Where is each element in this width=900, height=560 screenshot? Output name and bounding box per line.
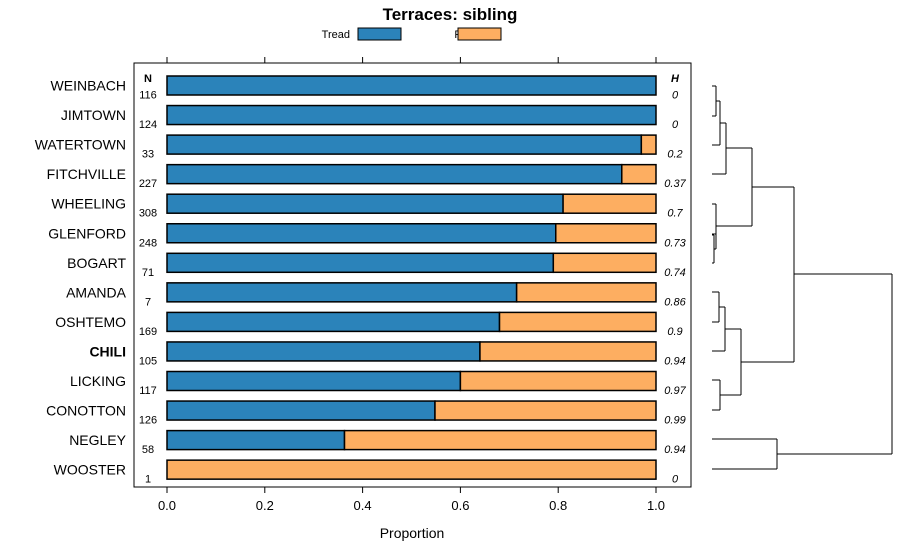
bar-tread: [166, 163, 623, 185]
bar-tread: [166, 252, 555, 274]
x-tick-label: 0.4: [354, 498, 372, 513]
bar-riser: [621, 163, 657, 185]
n-value: 117: [139, 385, 157, 397]
x-tick-label: 0.2: [256, 498, 274, 513]
category-label: BOGART: [67, 255, 126, 271]
bar-riser: [498, 311, 657, 333]
bar-tread: [166, 400, 436, 421]
bar-tread: [166, 75, 657, 96]
bar-tread: [166, 223, 557, 244]
x-axis: 0.0 0.2 0.4 0.6 0.8 1.0: [158, 57, 665, 513]
legend-label-tread: Tread: [322, 29, 350, 41]
category-label: LICKING: [70, 373, 126, 389]
bar-rows: WEINBACH 116 0 JIMTOWN 124 0 WATERTOWN 33 0.2 FIT…: [35, 75, 687, 486]
category-label: JIMTOWN: [61, 107, 126, 123]
x-tick-label: 1.0: [647, 498, 665, 513]
n-value: 58: [142, 444, 154, 456]
category-label: GLENFORD: [48, 225, 126, 241]
bar-riser: [479, 341, 657, 362]
x-tick-label: 0.6: [451, 498, 469, 513]
category-label: WHEELING: [51, 196, 126, 212]
bar-riser: [562, 193, 657, 214]
bar-riser: [555, 223, 657, 244]
n-value: 105: [139, 355, 157, 367]
h-value: 0.9: [667, 326, 682, 338]
category-label: CHILI: [89, 343, 126, 359]
bar-riser: [459, 370, 657, 392]
bar-riser: [343, 429, 657, 451]
bar-riser: [552, 252, 657, 274]
bar-tread: [166, 134, 643, 155]
h-value: 0.97: [664, 385, 686, 397]
bar-tread: [166, 193, 564, 214]
category-label: AMANDA: [66, 284, 127, 300]
h-value: 0.94: [664, 444, 685, 456]
h-value: 0.86: [664, 296, 686, 308]
n-value: 227: [139, 178, 157, 190]
n-value: 308: [139, 208, 157, 220]
bar-riser: [515, 282, 657, 303]
category-label: WEINBACH: [51, 78, 126, 94]
n-value: 7: [145, 296, 151, 308]
h-value: 0.99: [664, 415, 685, 427]
bar-tread: [166, 429, 346, 451]
x-axis-label: Proportion: [380, 525, 445, 541]
chart-title: Terraces: sibling: [383, 5, 518, 24]
x-tick-label: 0.8: [549, 498, 567, 513]
n-value: 1: [145, 474, 151, 486]
plot-frame: [133, 62, 692, 488]
dendrogram: [712, 85, 893, 470]
bar-riser: [640, 134, 657, 155]
n-value: 33: [142, 149, 154, 161]
n-value: 124: [139, 119, 157, 131]
legend-swatch-riser: [457, 27, 502, 41]
h-value: 0: [672, 90, 679, 102]
bar-tread: [166, 311, 501, 333]
x-tick-label: 0.0: [158, 498, 176, 513]
n-header: N: [144, 73, 152, 85]
category-label: FITCHVILLE: [47, 166, 126, 182]
bar-riser: [166, 459, 657, 480]
h-value: 0.37: [664, 178, 686, 190]
legend: TreadRiser: [322, 27, 502, 41]
category-label: CONOTTON: [46, 403, 126, 419]
bar-riser: [434, 400, 657, 421]
h-value: 0: [672, 474, 679, 486]
h-value: 0.2: [667, 149, 682, 161]
bar-tread: [166, 282, 518, 303]
category-label: OSHTEMO: [55, 314, 126, 330]
category-label: WATERTOWN: [35, 137, 126, 153]
n-value: 169: [139, 326, 157, 338]
legend-swatch-tread: [357, 27, 402, 41]
h-value: 0.94: [664, 355, 685, 367]
bar-tread: [166, 370, 462, 392]
n-value: 126: [139, 415, 157, 427]
category-label: NEGLEY: [69, 432, 126, 448]
h-value: 0.7: [667, 208, 683, 220]
bar-tread: [166, 341, 481, 362]
n-value: 71: [142, 267, 154, 279]
category-label: WOOSTER: [54, 462, 126, 478]
n-value: 116: [139, 90, 157, 102]
h-value: 0.73: [664, 237, 686, 249]
bar-tread: [166, 104, 657, 126]
n-value: 248: [139, 237, 157, 249]
h-header: H: [671, 73, 680, 85]
h-value: 0: [672, 119, 679, 131]
h-value: 0.74: [664, 267, 685, 279]
